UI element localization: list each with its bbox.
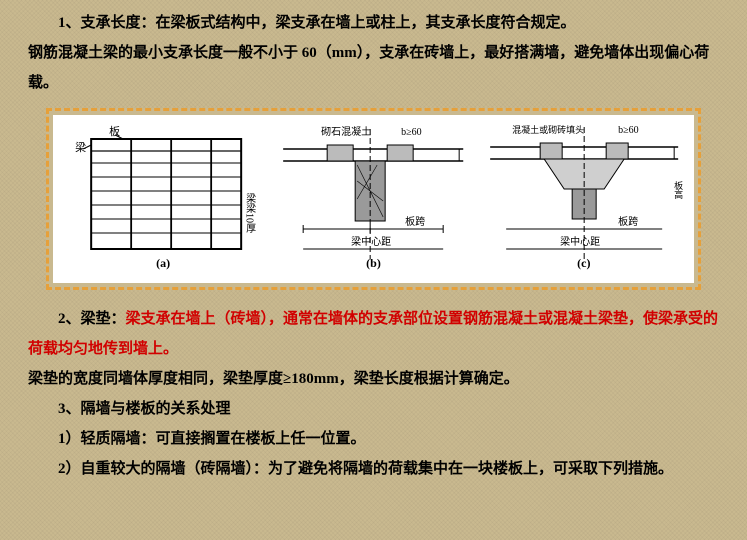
label-b-top: 砌石混凝土 xyxy=(321,125,371,138)
subfigure-b: 砌石混凝土 b≥60 板跨 梁中心距 xyxy=(273,121,473,277)
paragraph-1: 1、支承长度：在梁板式结构中，梁支承在墙上或柱上，其支承长度符合规定。 xyxy=(28,8,719,38)
label-liang: 梁 xyxy=(75,140,86,154)
label-c-bankua: 板跨 xyxy=(618,215,638,228)
label-xuliang: 梁梁10厚 xyxy=(244,192,256,234)
paragraph-2: 钢筋混凝土梁的最小支承长度一般不小于 60（mm），支承在砖墙上，最好搭满墙，避… xyxy=(28,38,719,98)
paragraph-3a: 2、梁垫： xyxy=(58,311,126,327)
label-b-b60: b≥60 xyxy=(401,127,422,138)
subfigure-c: 混凝土或砌砖填头 b≥60 板跨 梁中心距 板高 (c) xyxy=(484,121,684,277)
caption-a: (a) xyxy=(156,251,170,275)
subfigure-a: 梁 板 梁梁10厚 (a) xyxy=(63,121,263,277)
label-b-zhongxin: 梁中心距 xyxy=(351,235,391,248)
label-ban: 板 xyxy=(109,124,120,138)
paragraph-6: 1）轻质隔墙：可直接搁置在楼板上任一位置。 xyxy=(28,424,719,454)
label-b-bankua: 板跨 xyxy=(405,215,425,228)
label-c-zhongxin: 梁中心距 xyxy=(560,235,600,248)
paragraph-5: 3、隔墙与楼板的关系处理 xyxy=(28,394,719,424)
paragraph-4: 梁垫的宽度同墙体厚度相同，梁垫厚度≥180mm，梁垫长度根据计算确定。 xyxy=(28,364,719,394)
paragraph-7: 2）自重较大的隔墙（砖隔墙）：为了避免将隔墙的荷载集中在一块楼板上，可采取下列措… xyxy=(28,454,719,484)
paragraph-3: 2、梁垫：梁支承在墙上（砖墙），通常在墙体的支承部位设置钢筋混凝土或混凝土梁垫，… xyxy=(28,304,719,364)
label-c-b60: b≥60 xyxy=(618,125,639,136)
paragraph-3b-highlight: 梁支承在墙上（砖墙），通常在墙体的支承部位设置钢筋混凝土或混凝土梁垫，使梁承受的… xyxy=(28,311,718,357)
figure-frame: 梁 板 梁梁10厚 (a) 砌石混凝土 b≥60 xyxy=(46,108,701,290)
caption-b: (b) xyxy=(366,251,381,275)
label-c-top: 混凝土或砌砖填头 xyxy=(512,124,584,135)
figure-inner: 梁 板 梁梁10厚 (a) 砌石混凝土 b≥60 xyxy=(53,115,694,283)
label-c-bangao: 板高 xyxy=(673,180,683,200)
caption-c: (c) xyxy=(577,251,590,275)
